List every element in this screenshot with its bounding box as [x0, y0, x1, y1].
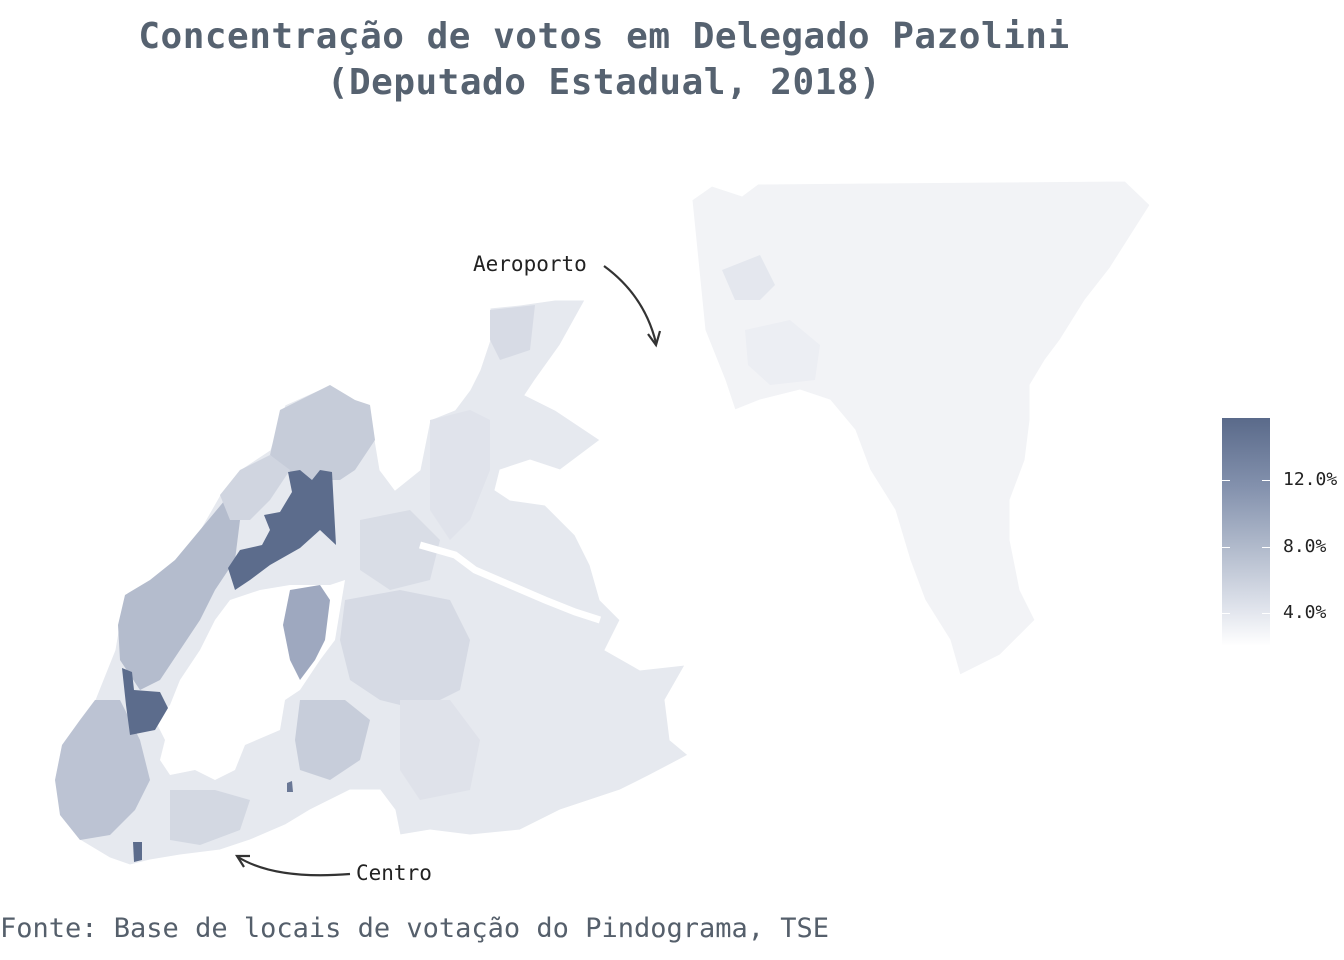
region-north-inner: [220, 455, 290, 520]
title-line-2: (Deputado Estadual, 2018): [326, 62, 882, 103]
color-legend: 12.0% 8.0% 4.0%: [1222, 418, 1344, 650]
annotation-aeroporto: Aeroporto: [473, 252, 587, 276]
legend-label-4: 4.0%: [1283, 602, 1327, 623]
aeroporto-arrow-head: [647, 330, 662, 348]
region-aeroporto-north: [722, 255, 775, 300]
region-high-west: [122, 668, 168, 735]
aeroporto-arrow: [603, 265, 658, 344]
region-centre-upper: [360, 510, 440, 590]
river: [419, 541, 602, 624]
region-north-west: [270, 385, 375, 480]
centro-arrow: [237, 856, 351, 877]
region-high-centro: [133, 842, 142, 862]
region-south-west: [55, 700, 150, 840]
region-inner-ring: [283, 585, 330, 680]
legend-gradient-bar: [1222, 418, 1270, 646]
legend-label-12: 12.0%: [1283, 469, 1338, 490]
annotation-centro: Centro: [356, 861, 432, 885]
centro-arrow-head: [234, 854, 250, 868]
region-center-east: [400, 700, 480, 800]
title-line-1: Concentração de votos em Delegado Pazoli…: [138, 16, 1070, 57]
region-east-river: [430, 410, 490, 540]
region-south-centre: [170, 790, 250, 845]
region-high-small: [287, 781, 293, 792]
chart-title: Concentração de votos em Delegado Pazoli…: [0, 14, 1208, 106]
source-caption: Fonte: Base de locais de votação do Pind…: [0, 913, 830, 944]
region-west-strip: [118, 500, 240, 690]
region-lower-centre: [295, 700, 370, 780]
region-aeroporto-sub: [745, 320, 820, 385]
region-mid-north: [490, 305, 535, 360]
legend-label-8: 8.0%: [1283, 536, 1327, 557]
region-high-north: [228, 470, 336, 590]
region-aeroporto: [691, 180, 1151, 676]
region-east-sector: [340, 590, 470, 710]
